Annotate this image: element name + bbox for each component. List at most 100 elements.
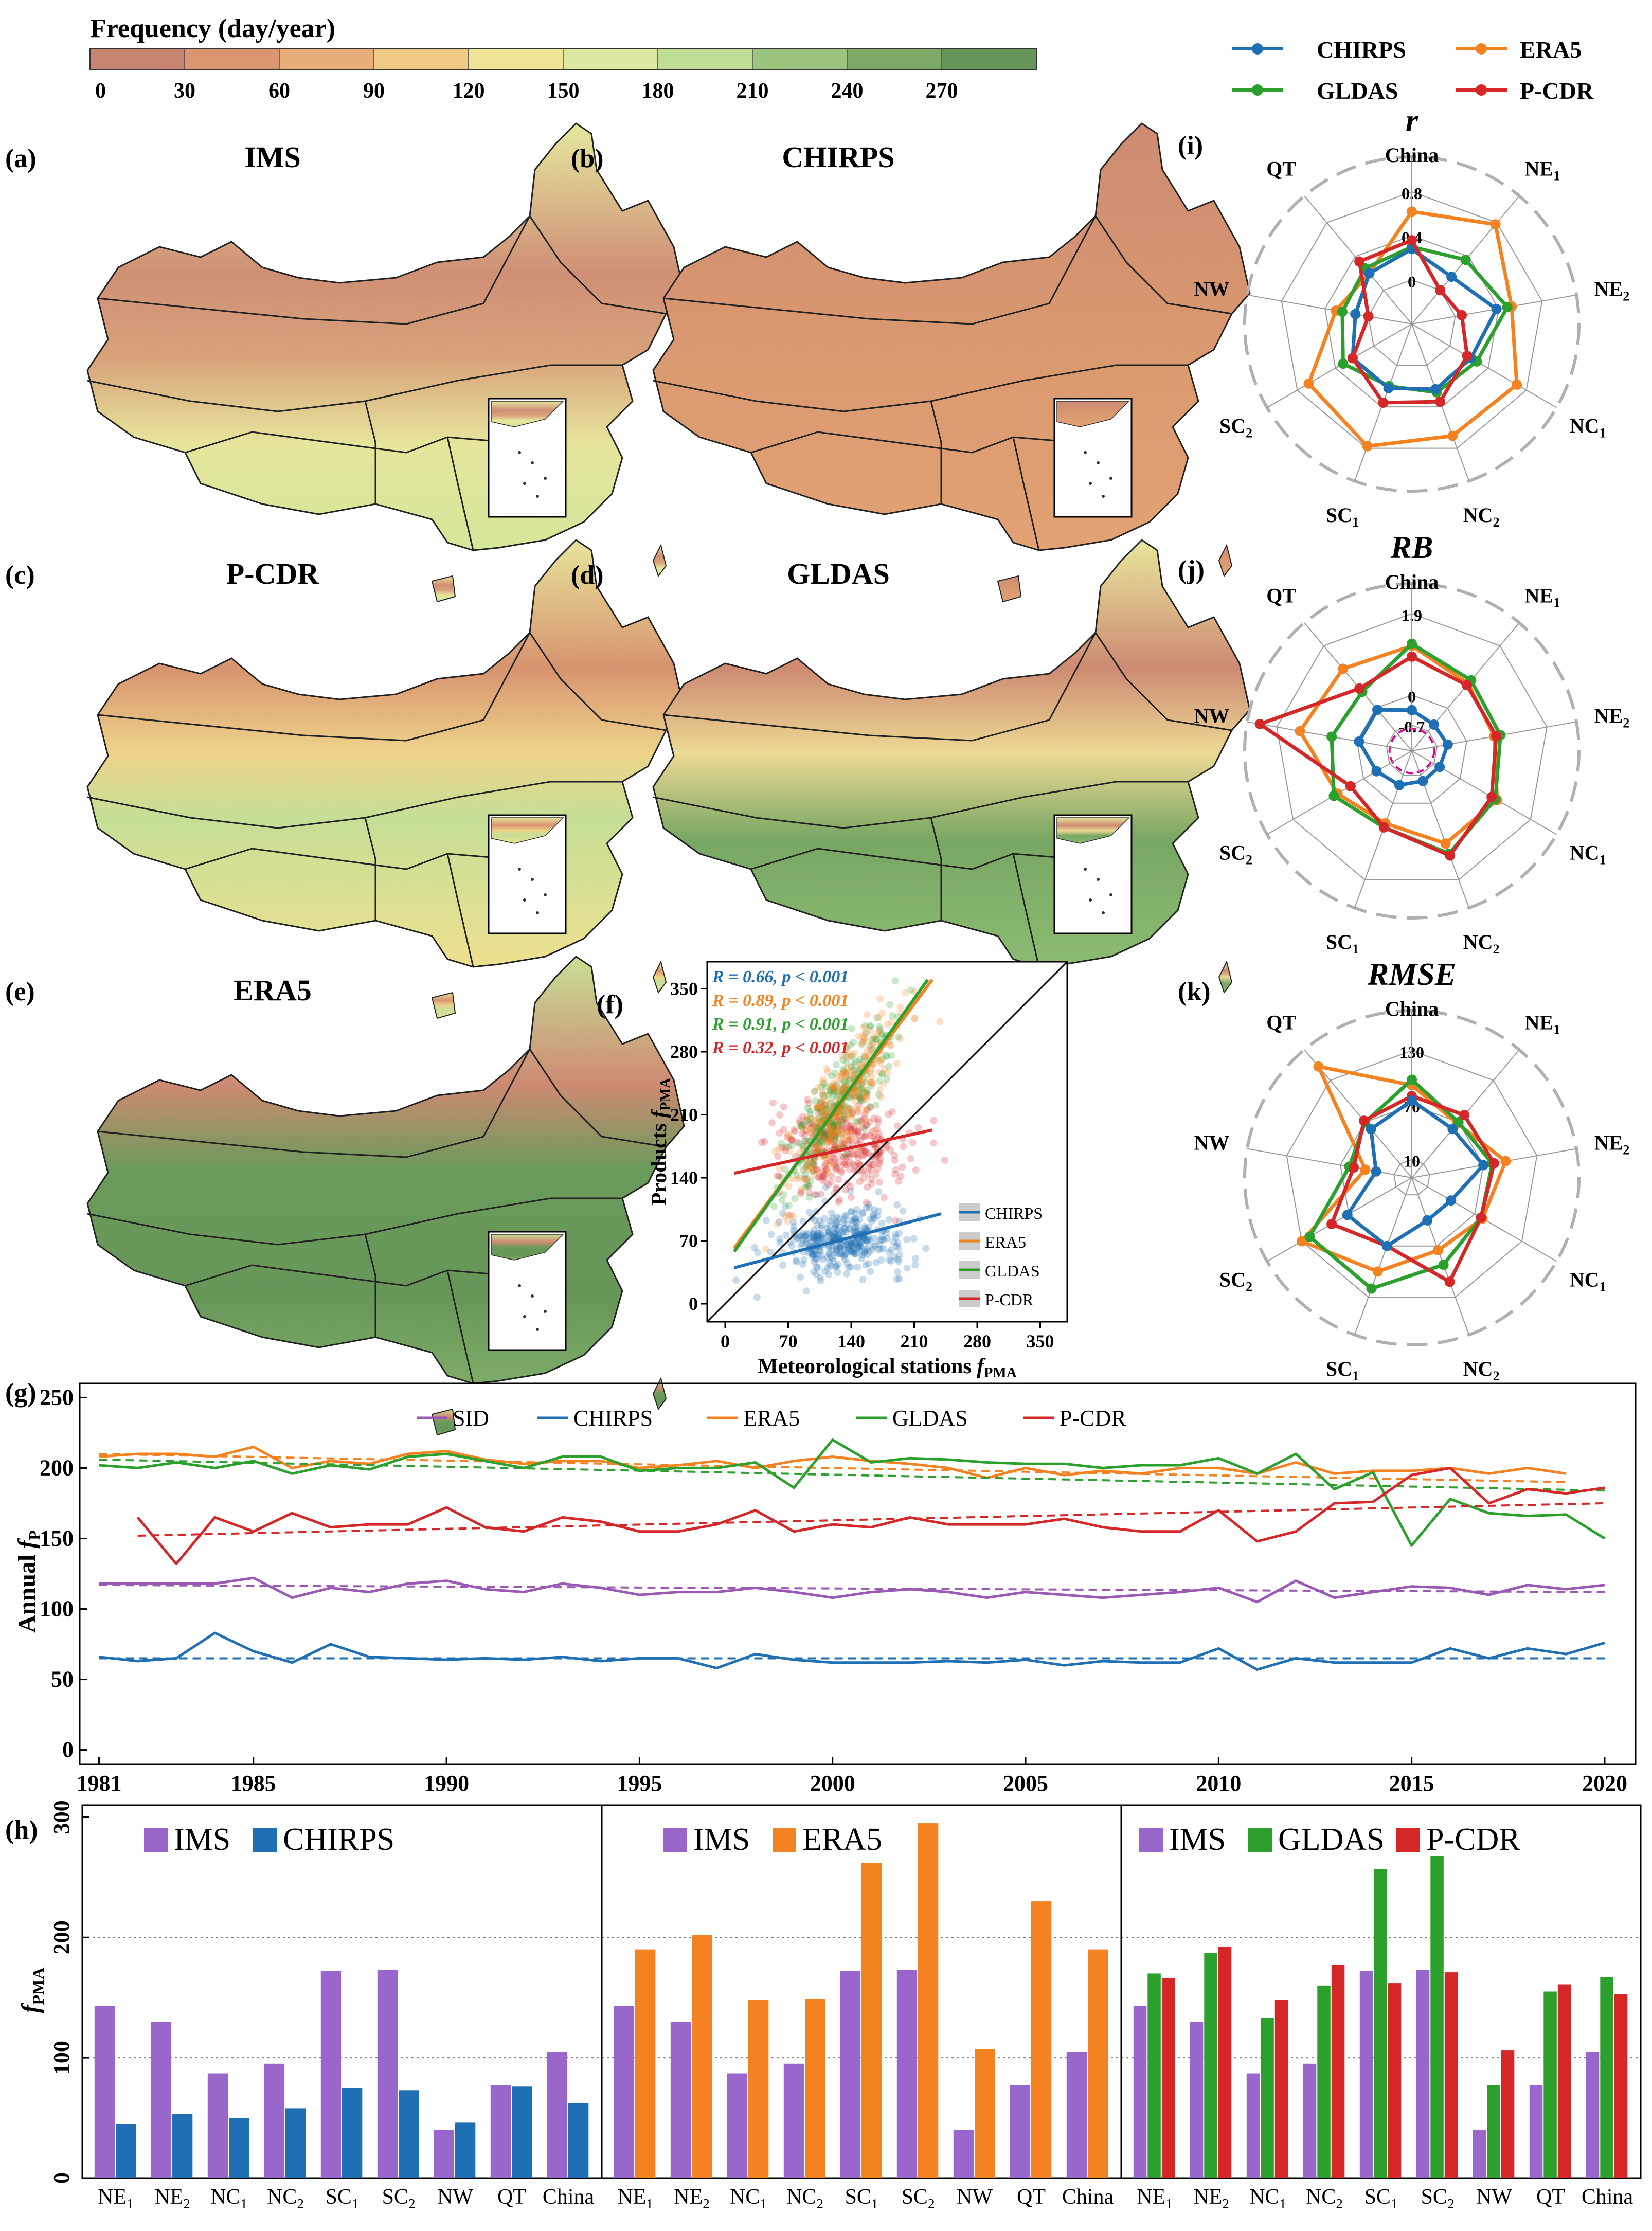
x-tick-label: NC1 (1249, 2185, 1286, 2211)
bar (1161, 1978, 1175, 2178)
scatter-point (847, 1187, 854, 1195)
scatter-point (886, 1001, 894, 1009)
scatter-point (815, 1114, 823, 1122)
bar (1529, 2085, 1543, 2178)
radar-spoke (1411, 1177, 1470, 1335)
scatter-point (816, 1237, 823, 1245)
scatter-point (799, 1121, 806, 1128)
scatter-point (811, 1088, 818, 1095)
scatter-point (793, 1172, 801, 1179)
scatter-point (859, 1124, 867, 1131)
scatter-point (856, 1137, 864, 1144)
scatter-point (837, 1088, 845, 1095)
scatter-point (876, 1155, 884, 1163)
scatter-point (836, 1250, 844, 1257)
scatter-point (814, 1236, 821, 1244)
scatter-point (824, 1264, 832, 1272)
scatter-point (865, 1200, 872, 1208)
radar-point (1407, 1095, 1417, 1106)
scatter-point (811, 1144, 819, 1152)
scatter-point (823, 1224, 831, 1232)
scatter-point (840, 1129, 848, 1137)
scatter-point (827, 1139, 834, 1146)
scatter-point (846, 1225, 853, 1232)
inset-island (1102, 495, 1105, 498)
scatter-point (866, 1103, 874, 1110)
scatter-point (831, 1082, 839, 1089)
scatter-point (832, 1166, 840, 1174)
scatter-point (831, 1155, 839, 1163)
bar (229, 2118, 249, 2178)
scatter-point (805, 1164, 813, 1172)
scatter-point (866, 1078, 874, 1086)
scatter-point (827, 1088, 834, 1095)
scatter-point (839, 1107, 847, 1114)
scatter-point (848, 1239, 855, 1247)
colorbar-title: Frequency (day/year) (90, 14, 335, 43)
scatter-point (842, 1228, 850, 1236)
region-border (364, 1234, 376, 1337)
radar-point (1433, 1245, 1444, 1255)
x-tick-label: 2000 (810, 1771, 855, 1796)
y-tick-label: 0 (689, 1293, 698, 1314)
scatter-point (858, 1078, 866, 1086)
scatter-point (825, 1271, 833, 1279)
china-map (652, 539, 1251, 1019)
scatter-point (782, 1202, 789, 1210)
scatter-point (847, 1125, 855, 1133)
scatter-point (867, 1066, 875, 1074)
legend: CHIRPS ERA5 GLDAS P-CDR (1232, 37, 1594, 104)
scatter-point (779, 1209, 787, 1217)
scatter-point (859, 1096, 866, 1104)
scatter-point (793, 1258, 800, 1266)
scatter-point (850, 1249, 857, 1256)
radar-point (1363, 311, 1374, 322)
y-tick-label: 70 (679, 1231, 698, 1251)
scatter-point (834, 1128, 841, 1136)
scatter-point (782, 1231, 790, 1239)
region-border (446, 853, 474, 967)
scatter-point (895, 1230, 903, 1237)
bar (1359, 1971, 1373, 2178)
scatter-point (822, 1091, 830, 1099)
scatter-point (839, 1070, 847, 1077)
scatter-point (871, 1035, 878, 1043)
bar (1331, 1965, 1345, 2178)
scatter-point (796, 1174, 804, 1182)
radar-point (1359, 1116, 1369, 1126)
x-tick-label: China (543, 2185, 595, 2209)
radar-point (1447, 430, 1458, 441)
scatter-point (825, 1130, 833, 1138)
radar-point (1383, 383, 1394, 393)
y-tick-label: 0 (49, 2172, 74, 2184)
scatter-point (817, 1083, 825, 1090)
scatter-point (833, 1129, 841, 1137)
radar-grid-ring (1393, 1159, 1430, 1196)
radar-point (1440, 838, 1451, 849)
radar-point (1453, 1117, 1464, 1127)
scatter-point (850, 1071, 858, 1079)
scatter-point (818, 1078, 826, 1086)
scatter-point (819, 1177, 827, 1184)
scatter-point (855, 1245, 863, 1252)
scatter-point (732, 1276, 740, 1284)
scatter-point (831, 1126, 838, 1133)
scatter-point (833, 1128, 841, 1136)
scatter-point (802, 1126, 810, 1134)
radar-point (1372, 705, 1382, 715)
scatter-point (829, 1080, 836, 1087)
radar-point (1354, 683, 1365, 694)
y-tick-label: 150 (40, 1525, 74, 1551)
scatter-point (833, 1112, 841, 1120)
scatter-point (840, 1112, 848, 1120)
panel-label: (h) (5, 1815, 38, 1845)
scatter-point (837, 1243, 844, 1251)
scatter-point (830, 1154, 837, 1161)
scatter-point (838, 1069, 846, 1077)
scatter-point (910, 1235, 918, 1243)
scatter-point (774, 1172, 781, 1180)
scatter-point (827, 1124, 835, 1131)
scatter-point (809, 1165, 816, 1173)
bar (692, 1935, 712, 2178)
